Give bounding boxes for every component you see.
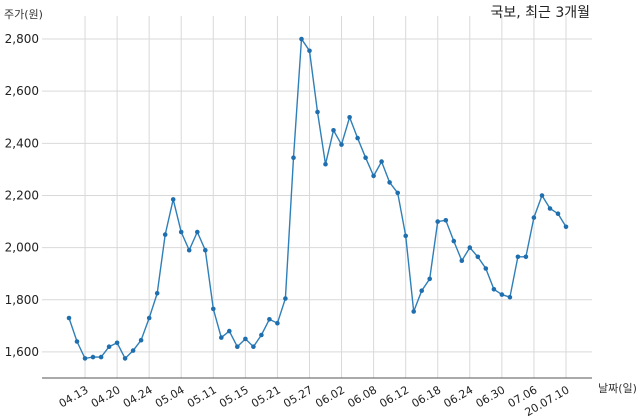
y-tick-labels: 1,600 1,800 2,000 2,200 2,400 2,600 2,800 bbox=[5, 32, 39, 359]
x-tick-label: 04.20 bbox=[89, 383, 123, 410]
data-point bbox=[90, 354, 96, 360]
data-point bbox=[435, 219, 441, 224]
data-point bbox=[427, 276, 433, 282]
data-point bbox=[459, 258, 465, 264]
data-point bbox=[467, 245, 473, 250]
data-point bbox=[267, 317, 272, 322]
x-tick-label: 05.21 bbox=[249, 383, 283, 410]
data-point bbox=[507, 294, 513, 300]
y-axis-label: 주가(원) bbox=[4, 8, 43, 21]
x-tick-label: 06.02 bbox=[313, 383, 347, 410]
y-tick-label: 2,800 bbox=[5, 32, 39, 46]
data-point bbox=[451, 238, 457, 244]
x-tick-label: 05.27 bbox=[281, 383, 315, 410]
data-point bbox=[363, 155, 368, 160]
data-point bbox=[106, 344, 112, 350]
data-point bbox=[219, 335, 224, 340]
data-point bbox=[66, 315, 72, 321]
data-point bbox=[227, 328, 232, 334]
data-point bbox=[122, 356, 128, 361]
data-point bbox=[243, 336, 248, 342]
data-point bbox=[154, 291, 160, 296]
data-point bbox=[387, 180, 392, 185]
data-point bbox=[138, 337, 144, 343]
data-point bbox=[82, 356, 88, 361]
data-point bbox=[162, 232, 168, 237]
data-point bbox=[371, 173, 376, 179]
series-line bbox=[68, 36, 567, 360]
data-points bbox=[66, 36, 569, 361]
data-point bbox=[291, 155, 296, 160]
data-point bbox=[178, 229, 184, 235]
data-point bbox=[307, 48, 312, 54]
data-point bbox=[347, 115, 352, 120]
data-point bbox=[114, 340, 120, 346]
data-point bbox=[491, 287, 497, 292]
data-point bbox=[195, 229, 200, 235]
data-point bbox=[130, 348, 136, 353]
data-point bbox=[547, 206, 553, 211]
x-axis-label: 날짜(일) bbox=[598, 381, 637, 395]
y-tick-label: 2,600 bbox=[5, 84, 39, 98]
data-point bbox=[146, 315, 152, 321]
data-point bbox=[331, 128, 336, 133]
data-point bbox=[555, 211, 561, 216]
grid bbox=[42, 16, 592, 378]
data-point bbox=[235, 344, 240, 350]
y-tick-label: 1,600 bbox=[5, 345, 39, 359]
data-point bbox=[411, 309, 417, 314]
data-point bbox=[523, 254, 529, 260]
data-point bbox=[339, 142, 344, 147]
data-point bbox=[563, 224, 569, 230]
data-point bbox=[403, 233, 409, 239]
data-point bbox=[186, 247, 192, 253]
data-point bbox=[499, 292, 505, 297]
data-point bbox=[475, 254, 481, 260]
data-point bbox=[259, 332, 264, 338]
x-tick-label: 05.11 bbox=[185, 383, 219, 410]
x-tick-label: 06.18 bbox=[409, 383, 443, 410]
x-tick-label: 06.08 bbox=[345, 383, 379, 410]
data-point bbox=[211, 306, 216, 312]
data-point bbox=[443, 218, 449, 223]
chart-title: 국보, 최근 3개월 bbox=[490, 5, 590, 21]
data-point bbox=[74, 339, 80, 344]
data-point bbox=[395, 190, 401, 196]
y-tick-label: 2,000 bbox=[5, 241, 39, 255]
data-point bbox=[275, 320, 280, 326]
x-tick-label: 06.12 bbox=[377, 383, 411, 410]
data-point bbox=[283, 296, 288, 301]
y-tick-label: 2,200 bbox=[5, 188, 39, 202]
y-tick-label: 2,400 bbox=[5, 136, 39, 150]
data-point bbox=[515, 254, 521, 260]
data-point bbox=[299, 36, 304, 42]
data-point bbox=[419, 288, 425, 294]
x-tick-label: 04.13 bbox=[57, 383, 91, 410]
x-tick-labels: 04.1304.2004.2405.0405.1105.1505.2105.27… bbox=[57, 383, 572, 419]
data-point bbox=[379, 159, 384, 164]
data-point bbox=[315, 109, 320, 115]
x-tick-label: 05.04 bbox=[153, 383, 187, 410]
data-point bbox=[539, 193, 545, 198]
data-point bbox=[531, 215, 537, 220]
data-point bbox=[323, 161, 328, 167]
data-point bbox=[251, 344, 256, 350]
data-point bbox=[355, 135, 360, 141]
x-tick-label: 06.24 bbox=[442, 383, 476, 410]
data-point bbox=[203, 247, 208, 253]
data-point bbox=[170, 197, 176, 202]
x-tick-label: 04.24 bbox=[121, 383, 155, 410]
data-point bbox=[98, 354, 104, 360]
x-tick-label: 05.15 bbox=[217, 383, 251, 410]
data-point bbox=[483, 266, 489, 271]
y-tick-label: 1,800 bbox=[5, 293, 39, 307]
x-tick-label: 06.30 bbox=[474, 383, 508, 410]
